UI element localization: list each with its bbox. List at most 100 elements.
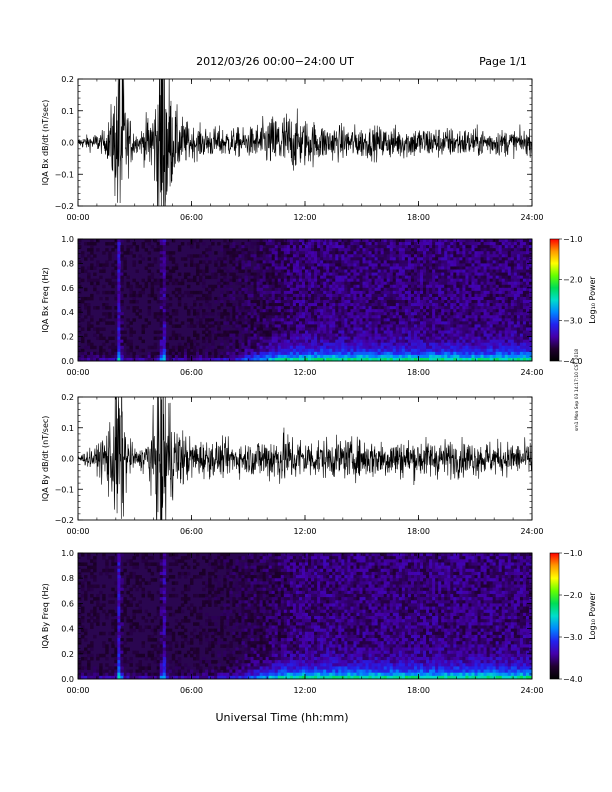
spectrogram-cell [189, 278, 194, 283]
spectrogram-cell [489, 351, 494, 356]
spectrogram-cell [301, 251, 306, 255]
spectrogram-cell [471, 296, 475, 301]
spectrogram-cell [235, 339, 239, 344]
spectrogram-cell [311, 351, 315, 356]
spectrogram-cell [205, 275, 209, 280]
spectrogram-cell [259, 336, 264, 341]
spectrogram-cell [311, 284, 315, 289]
spectrogram-cell [474, 327, 478, 331]
spectrogram-cell [338, 348, 342, 353]
spectrogram-cell [323, 306, 327, 310]
spectrogram-cell [416, 327, 421, 331]
spectrogram-cell [441, 242, 445, 246]
spectrogram-cell [114, 257, 118, 261]
spectrogram-cell [380, 266, 385, 270]
spectrogram-cell [102, 266, 106, 270]
spectrogram-cell [335, 245, 339, 249]
spectrogram-cell [338, 306, 342, 310]
spectrogram-cell [365, 354, 369, 359]
spectrogram-cell [522, 315, 527, 319]
spectrogram-cell [507, 257, 512, 261]
spectrogram-cell [459, 357, 463, 362]
spectrogram-cell [389, 266, 394, 270]
spectrogram-cell [274, 333, 279, 337]
spectrogram-cell [380, 312, 385, 316]
spectrogram-cell [398, 293, 403, 298]
spectrogram-cell [444, 315, 448, 319]
spectrogram-cell [447, 300, 451, 304]
spectrogram-cell [323, 293, 327, 298]
spectrogram-cell [250, 278, 254, 283]
spectrogram-cell [177, 296, 182, 301]
spectrogram-cell [368, 260, 372, 264]
spectrogram-cell [389, 345, 394, 350]
spectrogram-cell [335, 269, 339, 273]
spectrogram-cell [456, 251, 460, 255]
spectrogram-cell [347, 303, 351, 307]
spectrogram-cell [398, 269, 403, 273]
spectrogram-cell [353, 248, 357, 252]
spectrogram-cell [277, 342, 282, 347]
spectrogram-cell [489, 306, 494, 310]
spectrogram-cell [453, 272, 457, 276]
spectrogram-cell [341, 327, 345, 331]
spectrogram-cell [528, 306, 533, 310]
spectrogram-cell [244, 242, 248, 246]
spectrogram-cell [117, 245, 121, 249]
spectrogram-cell [223, 303, 227, 307]
spectrogram-cell [471, 287, 475, 292]
spectrogram-cell [286, 309, 291, 313]
spectrogram-cell [435, 275, 439, 280]
spectrogram-cell [474, 293, 478, 298]
spectrogram-cell [416, 269, 421, 273]
spectrogram-cell [495, 318, 500, 322]
spectrogram-cell [168, 275, 173, 280]
spectrogram-cell [528, 336, 533, 341]
spectrogram-cell [450, 318, 454, 322]
spectrogram-cell [244, 345, 248, 350]
spectrogram-cell [477, 248, 481, 252]
spectrogram-cell [483, 260, 487, 264]
spectrogram-cell [392, 324, 397, 328]
spectrogram-cell [317, 266, 321, 270]
spectrogram-cell [410, 354, 415, 359]
spectrogram-cell [338, 245, 342, 249]
spectrogram-cell [244, 333, 248, 337]
spectrogram-cell [344, 248, 348, 252]
spectrogram-cell [432, 306, 436, 310]
spectrogram-cell [295, 281, 300, 286]
spectrogram-cell [162, 312, 167, 316]
spectrogram-cell [268, 281, 273, 286]
plot-frame [77, 78, 533, 207]
spectrogram-cell [214, 321, 218, 325]
spectrogram-cell [465, 296, 469, 301]
spectrogram-cell [144, 281, 149, 286]
spectrogram-cell [205, 327, 209, 331]
spectrogram-cell [232, 242, 236, 246]
spectrogram-cell [311, 245, 315, 249]
spectrogram-cell [362, 248, 366, 252]
spectrogram-cell [189, 290, 194, 295]
spectrogram-cell [486, 309, 491, 313]
spectrogram-cell [486, 312, 491, 316]
spectrogram-cell [368, 245, 372, 249]
spectrogram-cell [259, 245, 264, 249]
spectrogram-cell [159, 239, 164, 243]
spectrogram-cell [510, 272, 515, 276]
spectrogram-cell [519, 324, 524, 328]
spectrogram-cell [471, 315, 475, 319]
spectrogram-cell [226, 315, 230, 319]
spectrogram-cell [492, 315, 497, 319]
spectrogram-cell [432, 309, 436, 313]
spectrogram-cell [292, 251, 297, 255]
spectrogram-cell [462, 248, 466, 252]
spectrogram-cell [495, 254, 500, 258]
spectrogram-cell [468, 263, 472, 267]
spectrogram-cell [486, 260, 491, 264]
spectrogram-cell [326, 306, 330, 310]
spectrogram-cell [495, 306, 500, 310]
spectrogram-cell [90, 357, 94, 362]
spectrogram-cell [492, 354, 497, 359]
spectrogram-cell [162, 275, 167, 280]
spectrogram-cell [465, 239, 469, 243]
